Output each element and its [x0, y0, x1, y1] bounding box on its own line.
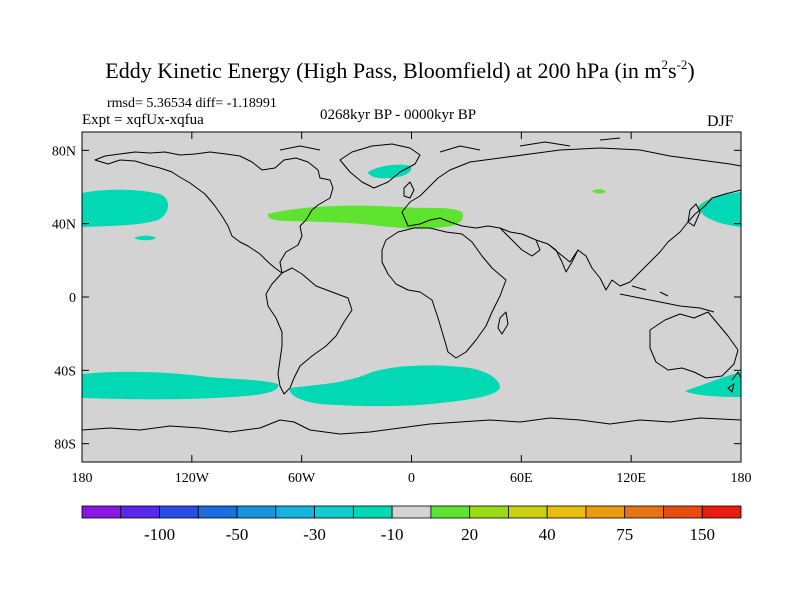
colorbar-box [469, 505, 509, 519]
hudson-patch [368, 164, 412, 179]
colorbar-box [430, 505, 471, 519]
season-label: DJF [707, 113, 734, 130]
colorbar-box [663, 505, 703, 519]
lat-tick-label: 80N [52, 144, 76, 159]
colorbar-box [546, 505, 587, 519]
stats-text: rmsd= 5.36534 diff= -1.18991 [107, 96, 277, 111]
north-pacific-band-east [698, 192, 741, 227]
colorbar-label: -10 [381, 525, 404, 544]
colorbar-box [701, 505, 742, 519]
colorbar-box [197, 505, 238, 519]
colorbar-box [314, 505, 354, 519]
japan-coast [687, 203, 701, 227]
longitude-axis: 180 120W 60W 0 60E 120E 180 [72, 132, 752, 486]
new-zealand-coast [727, 371, 741, 393]
latitude-axis: 80N 40N 0 40S 80S [52, 144, 741, 453]
british-isles-coast [403, 181, 415, 199]
australia-coast [649, 311, 739, 379]
colorbar-label: -30 [303, 525, 326, 544]
colorbar-box [585, 505, 626, 519]
north-atlantic-band [267, 205, 464, 229]
india-coast [547, 243, 579, 273]
colorbar-box [159, 505, 199, 519]
arctic-islands-coast [279, 137, 621, 153]
map-background [82, 132, 741, 462]
lon-tick-label: 0 [408, 471, 415, 486]
lat-tick-label: 80S [54, 438, 76, 453]
africa-coast [381, 227, 507, 359]
colorbar-box [120, 505, 160, 519]
madagascar-coast [497, 311, 509, 335]
south-atlantic-indian-band [289, 365, 500, 407]
colorbar-label: 150 [689, 525, 715, 544]
colorbar-label: -50 [226, 525, 249, 544]
central-asia-speck [592, 189, 606, 194]
north-pacific-band-west [82, 189, 169, 227]
greenland-coast [339, 143, 421, 189]
south-pacific-band [82, 371, 279, 400]
lon-tick-label: 120W [175, 471, 210, 486]
colorbar-box [236, 505, 277, 519]
indonesia-coast [619, 285, 715, 313]
period-label: 0268kyr BP - 0000kyr BP [320, 107, 477, 123]
lat-tick-label: 0 [69, 291, 76, 306]
colorbar: -100 -50 -30 -10 20 40 75 150 [81, 505, 742, 544]
plot-title: Eddy Kinetic Energy (High Pass, Bloomfie… [105, 57, 695, 83]
coastlines [82, 137, 741, 435]
colorbar-label: 40 [539, 525, 556, 544]
lon-tick-label: 180 [72, 471, 93, 486]
north-america-coast [94, 151, 334, 274]
anomaly-shading [82, 164, 741, 407]
colorbar-box [275, 505, 315, 519]
south-australia-band [685, 372, 741, 397]
south-america-coast [265, 267, 353, 395]
arabia-coast [499, 227, 541, 257]
tropical-pacific-speck [134, 235, 156, 241]
colorbar-label: 75 [616, 525, 633, 544]
colorbar-label: -100 [144, 525, 175, 544]
lon-tick-label: 180 [731, 471, 752, 486]
lat-tick-label: 40S [54, 364, 76, 379]
lon-tick-label: 60E [510, 471, 533, 486]
lon-tick-label: 120E [616, 471, 646, 486]
colorbar-label: 20 [461, 525, 478, 544]
colorbar-box [508, 505, 548, 519]
colorbar-box [391, 505, 432, 519]
colorbar-box [624, 505, 664, 519]
experiment-label: Expt = xqfUx-xqfua [82, 112, 204, 128]
colorbar-box [81, 505, 122, 519]
lat-tick-label: 40N [52, 218, 76, 233]
colorbar-box [352, 505, 393, 519]
antarctica-coast [82, 417, 741, 435]
eurasia-coast [401, 147, 741, 291]
lon-tick-label: 60W [288, 471, 316, 486]
